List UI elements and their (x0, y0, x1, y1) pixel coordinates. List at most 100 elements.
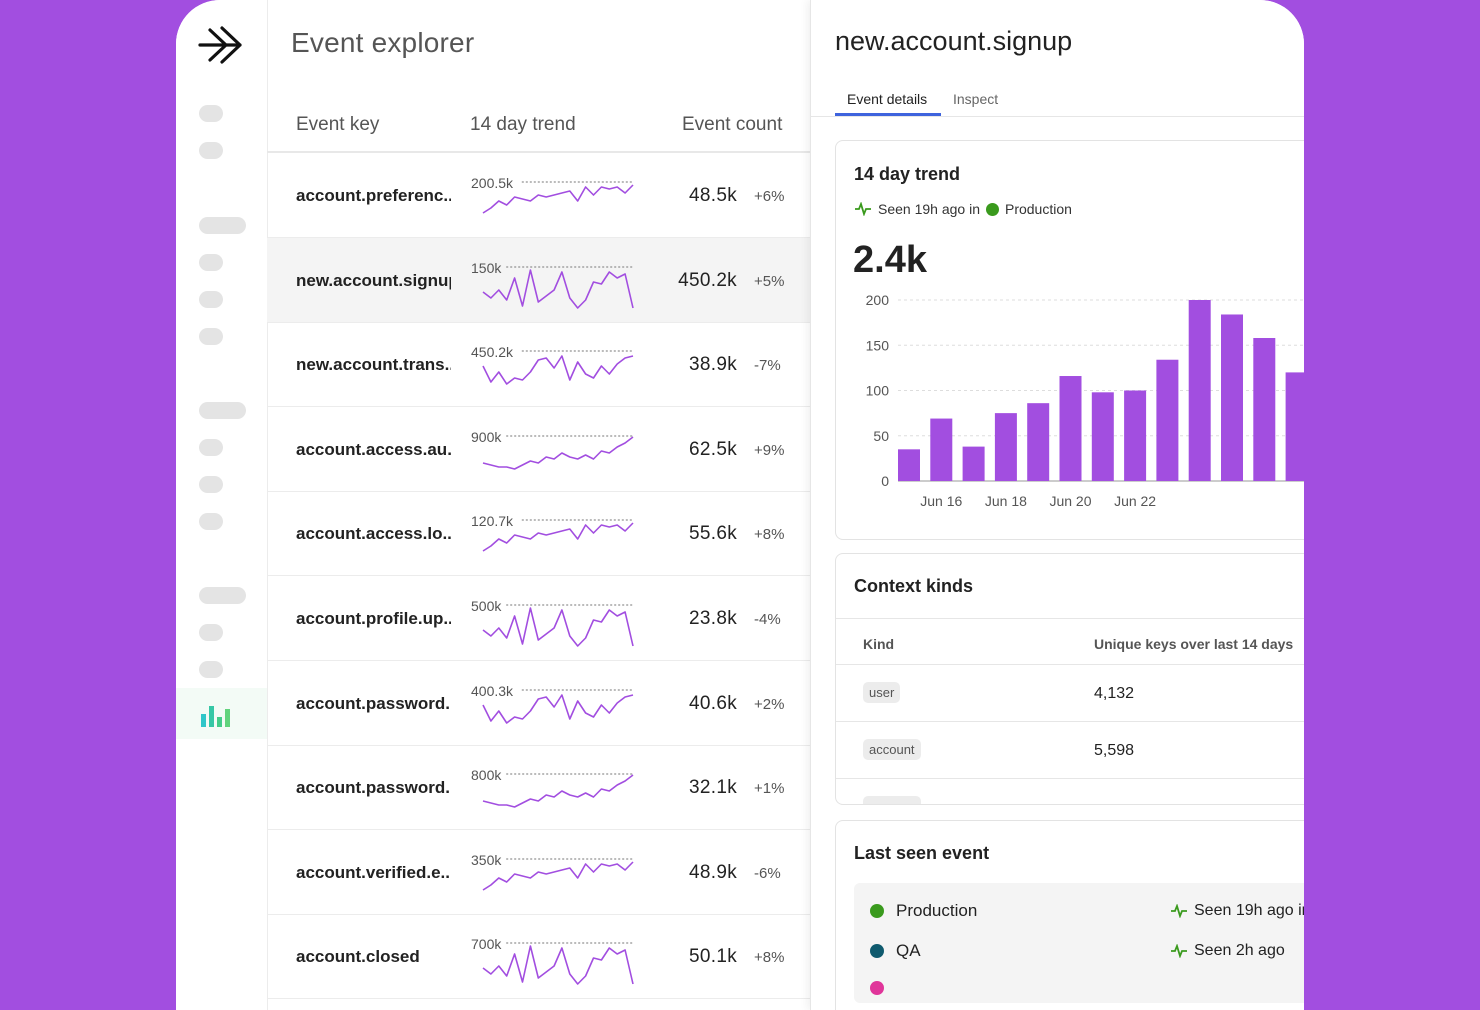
bar (962, 446, 985, 481)
event-key: account.access.lo... (296, 524, 451, 544)
kind-tag[interactable] (863, 796, 921, 804)
kind-tag[interactable]: user (863, 682, 901, 703)
sparkline-path (482, 268, 634, 309)
event-row[interactable]: account.preferenc... 200.5k 48.5k +6% (267, 153, 810, 238)
column-header-unique-keys: Unique keys over last 14 days (1094, 636, 1294, 652)
event-key: account.password... (296, 778, 451, 798)
divider (267, 151, 810, 153)
kind-tag[interactable]: account (863, 739, 921, 760)
context-kinds-card: Context kinds Kind Unique keys over last… (835, 553, 1304, 805)
seen-text: Seen 19h ago in (1194, 902, 1304, 919)
sparkline (482, 266, 634, 309)
bar (1221, 314, 1243, 481)
tab-event-details[interactable]: Event details (847, 91, 928, 107)
environment-dot (870, 944, 884, 958)
event-key: account.preferenc... (296, 186, 451, 205)
event-key: account.access.au... (296, 439, 451, 459)
sparkline-path (482, 184, 634, 214)
card-title: Context kinds (854, 576, 974, 596)
event-row[interactable]: account.access.lo... 120.7k 55.6k +8% (267, 491, 810, 577)
event-row[interactable]: account.password... 400.3k 40.6k +2% (267, 661, 810, 746)
sidebar-item-placeholder[interactable] (199, 254, 223, 271)
card-title: Last seen event (854, 843, 990, 863)
sidebar-item-placeholder[interactable] (199, 587, 246, 604)
sparkline-max-label: 500k (471, 598, 502, 614)
sparkline (482, 519, 634, 553)
event-row[interactable]: account.profile.up... 500k 23.8k -4% (267, 576, 810, 661)
sparkline-max-label: 800k (471, 767, 502, 784)
divider (836, 664, 1304, 665)
sparkline (482, 604, 634, 647)
sparkline-path (482, 861, 634, 891)
environment-row (870, 981, 884, 995)
y-tick-label: 100 (866, 383, 890, 399)
sidebar-item-placeholder[interactable] (199, 217, 246, 234)
bar (994, 413, 1017, 481)
sparkline-max-label: 120.7k (471, 513, 514, 530)
event-count-change: +2% (754, 695, 785, 713)
sparkline-path (482, 436, 634, 470)
sparkline-path (482, 522, 634, 553)
event-key: new.account.signup (296, 270, 451, 290)
sparkline (482, 858, 634, 891)
sparkline (482, 773, 634, 808)
event-explorer: Event explorer Event key 14 day trend Ev… (267, 0, 810, 1010)
sidebar-item-placeholder[interactable] (199, 402, 246, 419)
x-tick-label: Jun 16 (920, 493, 962, 509)
logo-icon[interactable] (196, 22, 246, 68)
sparkline (482, 689, 634, 724)
column-header-trend[interactable]: 14 day trend (470, 114, 576, 135)
column-header-kind: Kind (863, 636, 895, 652)
x-tick-label: Jun 18 (985, 493, 1027, 509)
sidebar-item-placeholder[interactable] (199, 291, 223, 308)
sparkline (482, 942, 634, 986)
event-row[interactable]: new.account.signup 150k 450.2k +5% (267, 237, 810, 323)
bar (1091, 392, 1114, 481)
sparkline-max-label: 350k (471, 851, 502, 868)
sparkline-path (482, 693, 634, 724)
sidebar-item-placeholder[interactable] (199, 439, 223, 456)
event-key: new.account.trans... (296, 355, 451, 375)
y-tick-label: 200 (866, 292, 890, 308)
sidebar-item-placeholder[interactable] (199, 328, 223, 345)
divider (811, 116, 1304, 117)
column-header-event-key[interactable]: Event key (296, 114, 380, 135)
event-count-change: +1% (754, 780, 785, 798)
event-count: 38.9k (689, 354, 737, 376)
tab-inspect[interactable]: Inspect (953, 91, 999, 107)
environment-name: Production (1004, 201, 1072, 217)
sidebar-item-placeholder[interactable] (199, 476, 223, 493)
event-count-change: +9% (754, 441, 785, 459)
environment-name: QA (896, 941, 921, 960)
event-row[interactable]: account.closed 700k 50.1k +8% (267, 914, 810, 1000)
sidebar-item-event-explorer[interactable] (176, 688, 267, 739)
event-count: 50.1k (689, 946, 737, 968)
y-tick-label: 0 (881, 473, 889, 489)
event-row[interactable]: account.password... 800k 32.1k +1% (267, 745, 810, 831)
total-count: 2.4k (853, 239, 927, 281)
event-count-change: -6% (754, 864, 781, 882)
event-count-change: +6% (754, 188, 785, 205)
event-count-change: -4% (754, 611, 781, 628)
sidebar-item-placeholder[interactable] (199, 105, 223, 122)
sparkline-max-label: 200.5k (471, 175, 514, 191)
last-seen-card: Last seen event Production Seen 19h ago … (835, 820, 1304, 1010)
sidebar-item-placeholder[interactable] (199, 661, 223, 678)
sidebar-item-placeholder[interactable] (199, 513, 223, 530)
event-row[interactable]: account.access.au... 900k 62.5k +9% (267, 407, 810, 492)
sidebar-item-placeholder[interactable] (199, 142, 223, 159)
sidebar-item-placeholder[interactable] (199, 624, 223, 641)
activity-icon (855, 202, 871, 216)
event-row[interactable]: account.verified.e... 350k 48.9k -6% (267, 830, 810, 915)
sparkline-path (482, 774, 634, 808)
column-header-event-count[interactable]: Event count (682, 114, 783, 135)
bar (1124, 390, 1147, 481)
environment-dot (870, 981, 884, 995)
event-row[interactable]: new.account.trans... 450.2k 38.9k -7% (267, 322, 810, 408)
page-title: Event explorer (291, 27, 475, 58)
event-count: 55.6k (689, 523, 737, 545)
seen-status: Seen 19h ago in (1170, 902, 1304, 920)
bar (1253, 338, 1276, 481)
environment-row: Production (870, 901, 977, 921)
sparkline (482, 181, 634, 214)
